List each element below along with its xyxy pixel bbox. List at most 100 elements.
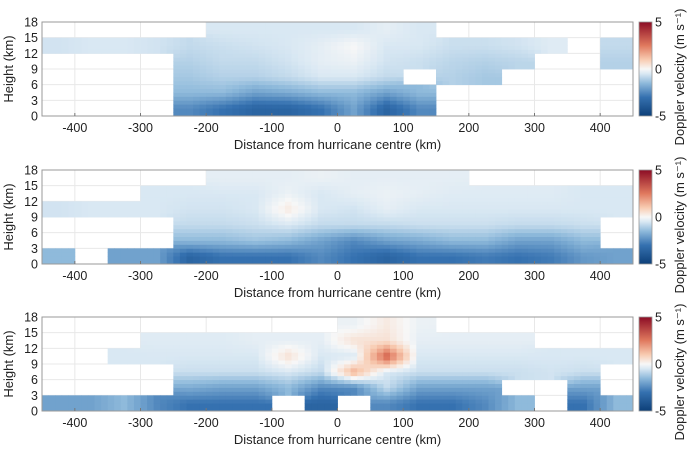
heatmap-cell <box>429 88 437 93</box>
heatmap-cell <box>488 348 496 353</box>
heatmap-cell <box>376 407 384 412</box>
heatmap-cell <box>245 193 253 198</box>
heatmap-cell <box>462 181 470 187</box>
heatmap-cell <box>271 170 279 175</box>
heatmap-cell <box>186 395 194 400</box>
heatmap-cell <box>239 403 246 408</box>
heatmap-cell <box>278 84 286 89</box>
heatmap-cell <box>481 367 489 373</box>
heatmap-cell <box>527 371 535 377</box>
heatmap-cell <box>416 375 424 381</box>
heatmap-cell <box>265 177 273 183</box>
heatmap-cell <box>573 228 581 234</box>
heatmap-cell <box>468 403 476 408</box>
heatmap-cell <box>42 45 49 50</box>
heatmap-cell <box>501 53 509 58</box>
heatmap-cell <box>160 356 168 361</box>
heatmap-cell <box>140 49 148 54</box>
heatmap-cell <box>166 189 174 194</box>
heatmap-cell <box>488 252 496 257</box>
heatmap-cell <box>475 232 483 237</box>
heatmap-cell <box>370 22 378 27</box>
heatmap-cell <box>344 256 352 261</box>
heatmap-cell <box>344 177 352 183</box>
heatmap-cell <box>554 220 562 226</box>
heatmap-cell <box>344 112 352 117</box>
heatmap-cell <box>219 356 227 361</box>
heatmap-cell <box>370 181 378 187</box>
heatmap-cell <box>271 29 279 35</box>
heatmap-cell <box>166 403 174 408</box>
heatmap-cell <box>436 375 443 381</box>
heatmap-cell <box>429 53 437 58</box>
heatmap-cell <box>449 189 457 194</box>
y-tick-label: 6 <box>31 373 38 387</box>
heatmap-cell <box>304 371 312 377</box>
heatmap-cell <box>396 332 404 337</box>
heatmap-cell <box>363 252 371 257</box>
heatmap-cell <box>521 252 529 257</box>
heatmap-cell <box>383 65 391 70</box>
heatmap-cell <box>127 45 135 50</box>
heatmap-cell <box>252 185 260 190</box>
heatmap-cell <box>153 252 161 257</box>
heatmap-cell <box>587 395 594 400</box>
heatmap-cell <box>206 69 214 74</box>
heatmap-cell <box>225 197 233 202</box>
x-tick-label: 200 <box>458 416 479 430</box>
heatmap-cell <box>429 324 437 330</box>
heatmap-cell <box>344 236 352 241</box>
heatmap-cell <box>252 108 260 113</box>
heatmap-cell <box>94 49 102 54</box>
heatmap-cell <box>488 387 496 392</box>
heatmap-cell <box>284 53 292 58</box>
heatmap-cell <box>199 340 207 345</box>
heatmap-cell <box>212 232 220 237</box>
heatmap-cell <box>120 205 128 210</box>
heatmap-cell <box>606 57 614 62</box>
heatmap-cell <box>311 29 319 35</box>
heatmap-cell <box>330 45 338 50</box>
heatmap-cell <box>462 173 470 179</box>
heatmap-cell <box>429 29 437 35</box>
heatmap-cell <box>252 88 260 93</box>
heatmap-cell <box>344 348 352 353</box>
heatmap-cell <box>436 53 443 58</box>
heatmap-cell <box>330 367 338 373</box>
heatmap-cell <box>232 383 240 388</box>
heatmap-cell <box>219 407 227 412</box>
heatmap-cell <box>258 53 266 58</box>
heatmap-cell <box>573 395 581 400</box>
heatmap-cell <box>534 193 542 198</box>
heatmap-cell <box>284 391 292 396</box>
heatmap-cell <box>422 352 430 357</box>
heatmap-cell <box>114 399 122 404</box>
heatmap-cell <box>606 37 614 42</box>
heatmap-cell <box>265 220 273 226</box>
heatmap-cell <box>475 240 483 245</box>
heatmap-cell <box>330 213 338 218</box>
heatmap-cell <box>140 248 148 253</box>
heatmap-cell <box>311 232 319 237</box>
heatmap-cell <box>298 112 306 117</box>
heatmap-cell <box>442 340 450 345</box>
heatmap-cell <box>422 96 430 101</box>
heatmap-cell <box>396 320 404 326</box>
heatmap-cell <box>495 236 503 241</box>
heatmap-cell <box>587 197 594 202</box>
heatmap-cell <box>212 248 220 253</box>
heatmap-cell <box>600 399 608 404</box>
heatmap-cell <box>501 228 509 234</box>
heatmap-cell <box>587 367 594 373</box>
heatmap-cell <box>619 395 627 400</box>
heatmap-cell <box>580 403 588 408</box>
heatmap-cell <box>488 209 496 214</box>
heatmap-cell <box>337 371 345 377</box>
heatmap-cell <box>521 395 529 400</box>
heatmap-cell <box>449 228 457 234</box>
heatmap-cell <box>403 25 411 31</box>
heatmap-cell <box>212 177 220 183</box>
heatmap-cell <box>403 383 411 388</box>
heatmap-cell <box>495 244 503 249</box>
heatmap-cell <box>337 100 345 105</box>
